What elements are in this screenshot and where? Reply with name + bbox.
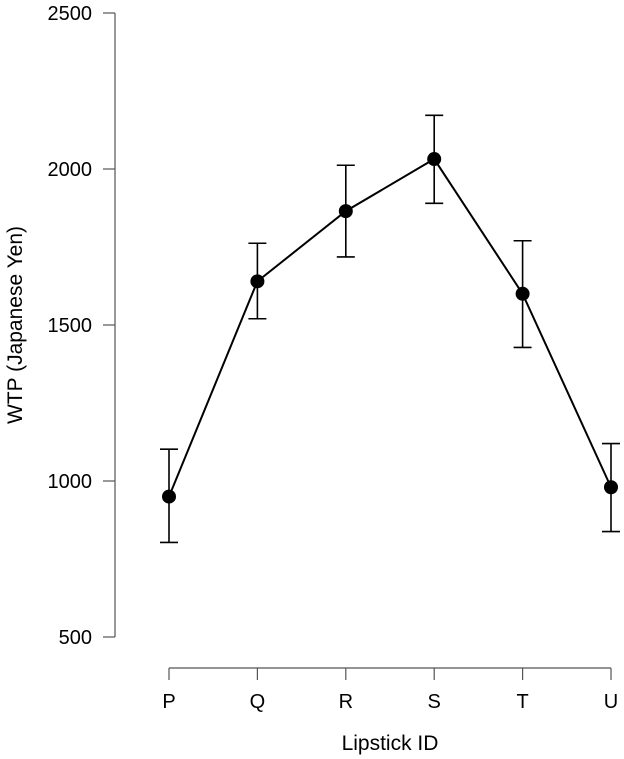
x-tick-label: T — [516, 691, 528, 713]
y-tick-label: 500 — [59, 627, 92, 649]
x-tick-label: Q — [250, 691, 266, 713]
x-tick-label: S — [428, 691, 441, 713]
y-ticks: 500 1000 1500 2000 2500 — [48, 3, 115, 649]
y-tick-label: 1000 — [48, 471, 93, 493]
y-tick-label: 1500 — [48, 315, 93, 337]
x-axis: P Q R S T U — [162, 667, 618, 713]
x-tick-label: P — [162, 691, 175, 713]
series-layer — [160, 114, 620, 544]
data-point — [515, 286, 530, 301]
y-tick-label: 2500 — [48, 3, 93, 25]
y-axis: 500 1000 1500 2000 2500 — [48, 3, 116, 649]
y-tick-label: 2000 — [48, 159, 93, 181]
data-point — [427, 152, 442, 167]
data-point — [162, 489, 176, 504]
x-tick-label: U — [604, 691, 618, 713]
data-point — [250, 274, 265, 289]
y-axis-title: WTP (Japanese Yen) — [4, 226, 27, 424]
x-axis-title: Lipstick ID — [342, 732, 439, 755]
series-line — [168, 157, 612, 497]
x-ticks: P Q R S T U — [162, 668, 618, 713]
data-point — [604, 480, 618, 495]
data-point — [338, 204, 353, 219]
x-tick-label: R — [339, 691, 353, 713]
